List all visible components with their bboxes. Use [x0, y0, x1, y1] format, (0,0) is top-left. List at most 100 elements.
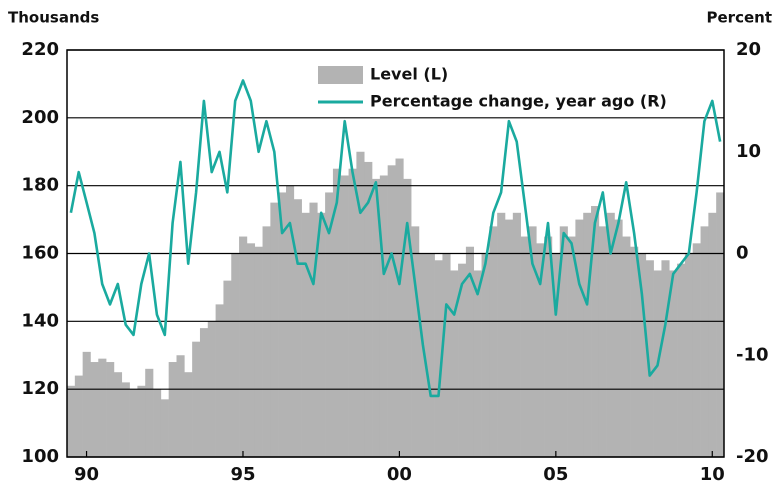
- bar: [364, 161, 373, 458]
- legend-swatch: [318, 66, 363, 84]
- bar: [544, 236, 553, 457]
- legend-label: Level (L): [370, 65, 448, 84]
- bar: [481, 253, 490, 457]
- bar: [700, 226, 709, 457]
- y-tick-label: 180: [21, 175, 59, 196]
- bar: [434, 260, 443, 457]
- bar: [669, 270, 678, 457]
- y2-axis-title: Percent: [707, 9, 772, 27]
- bar: [575, 219, 584, 457]
- y-axis-title: Thousands: [8, 9, 99, 27]
- bar: [254, 246, 263, 457]
- bar: [192, 341, 201, 457]
- bar: [458, 263, 467, 457]
- bar: [661, 260, 670, 457]
- bar: [176, 355, 185, 457]
- bar: [411, 226, 420, 457]
- y2-tick-label: -10: [736, 344, 769, 365]
- bar: [90, 362, 99, 457]
- bar: [559, 226, 568, 457]
- bar: [622, 236, 631, 457]
- bar: [356, 151, 365, 457]
- bar: [520, 236, 529, 457]
- bar: [418, 253, 428, 457]
- bar: [372, 178, 381, 457]
- bar: [512, 212, 521, 457]
- bar: [74, 375, 83, 457]
- bar: [395, 158, 404, 458]
- y-tick-label: 160: [21, 243, 59, 264]
- bar: [387, 165, 396, 458]
- bar: [239, 236, 248, 457]
- y-tick-label: 200: [21, 107, 59, 128]
- x-tick-label: 95: [230, 464, 255, 485]
- bar: [497, 212, 506, 457]
- bar: [645, 260, 654, 457]
- bar: [145, 368, 154, 457]
- bar: [489, 226, 498, 457]
- bar: [442, 253, 451, 457]
- bar: [278, 192, 287, 457]
- bar: [637, 253, 647, 457]
- bar: [293, 199, 302, 457]
- bar: [677, 263, 686, 457]
- bar: [262, 226, 271, 457]
- bar: [473, 270, 482, 457]
- bar: [583, 212, 592, 457]
- bar: [231, 253, 240, 457]
- bar: [528, 226, 537, 457]
- bar: [606, 212, 615, 457]
- y2-tick-label: 10: [736, 141, 761, 162]
- y-tick-label: 100: [21, 446, 59, 467]
- bar: [708, 212, 717, 457]
- bar: [348, 168, 357, 458]
- bar: [301, 212, 310, 457]
- bar: [67, 385, 76, 457]
- bar: [332, 168, 342, 458]
- x-tick-label: 00: [387, 464, 412, 485]
- bar: [716, 192, 725, 457]
- bar: [325, 192, 334, 457]
- bar: [591, 206, 600, 457]
- bar: [82, 351, 91, 457]
- bar: [340, 175, 349, 457]
- bar: [121, 382, 130, 457]
- bar: [184, 372, 193, 457]
- bar: [309, 202, 318, 457]
- bar: [403, 178, 412, 457]
- bar: [137, 385, 146, 457]
- bar: [129, 389, 138, 457]
- bar: [160, 399, 169, 457]
- x-tick-label: 90: [74, 464, 99, 485]
- bar: [630, 246, 639, 457]
- bar: [98, 358, 107, 457]
- bar: [465, 246, 475, 457]
- line: [69, 79, 722, 398]
- y-tick-label: 120: [21, 378, 59, 399]
- bar: [692, 243, 701, 457]
- y-tick-label: 220: [21, 39, 59, 60]
- y2-tick-label: -20: [736, 446, 769, 467]
- bar: [379, 175, 388, 457]
- y2-tick-label: 0: [736, 243, 749, 264]
- x-tick-label: 10: [700, 464, 725, 485]
- bar: [598, 226, 607, 457]
- bar: [168, 362, 177, 457]
- bar: [270, 202, 279, 457]
- plot-frame: [66, 49, 725, 458]
- bar: [153, 389, 162, 457]
- y2-tick-label: 20: [736, 39, 761, 60]
- bar: [113, 372, 123, 457]
- bar: [223, 280, 232, 457]
- y-tick-label: 140: [21, 310, 59, 331]
- x-tick-label: 05: [543, 464, 568, 485]
- bar: [426, 253, 435, 457]
- bar: [317, 212, 326, 457]
- bar: [199, 328, 209, 457]
- bar: [684, 253, 694, 457]
- bar: [246, 243, 256, 457]
- bar: [551, 253, 561, 457]
- bar: [505, 219, 514, 457]
- bar: [567, 236, 576, 457]
